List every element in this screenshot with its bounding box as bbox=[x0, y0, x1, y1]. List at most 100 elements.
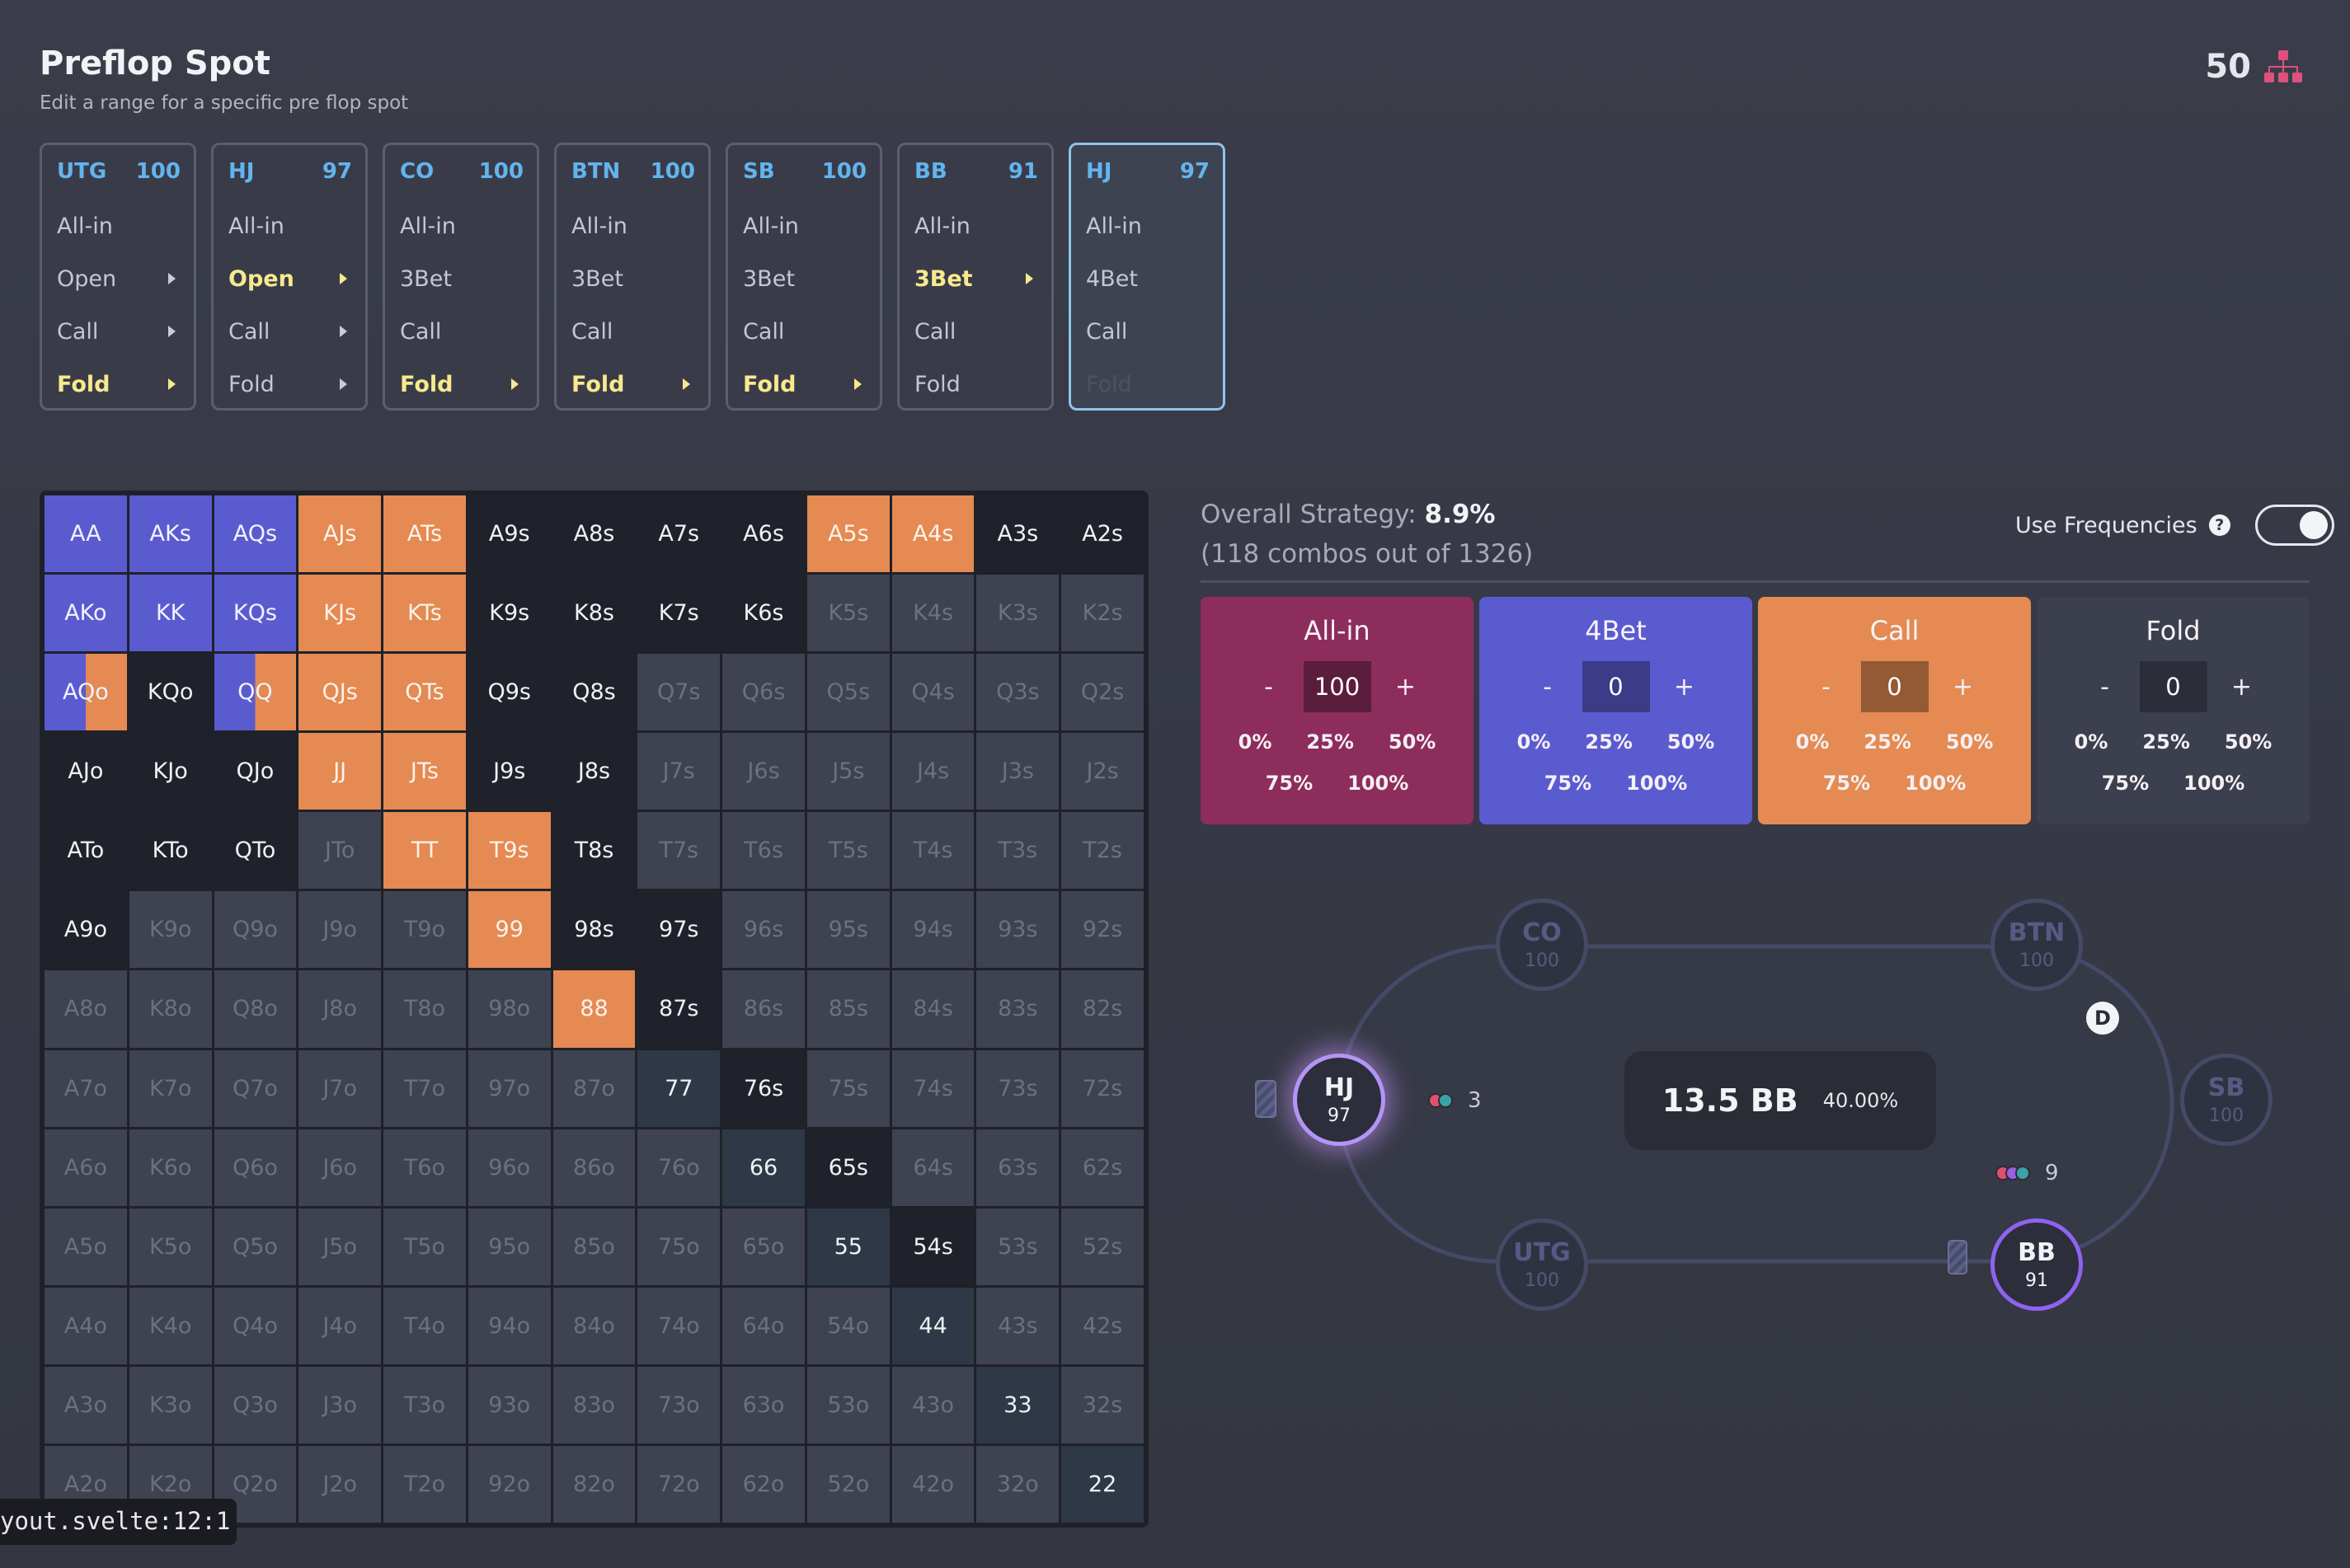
hand-cell-A4o[interactable]: A4o bbox=[45, 1287, 127, 1364]
hand-cell-QQ[interactable]: QQ bbox=[214, 654, 297, 731]
hand-cell-ATo[interactable]: ATo bbox=[45, 812, 127, 890]
spot-action-allin[interactable]: All-in bbox=[1086, 200, 1210, 252]
hand-cell-53s[interactable]: 53s bbox=[976, 1208, 1060, 1285]
spot-action-fold[interactable]: Fold bbox=[743, 358, 867, 411]
spot-action-fold[interactable]: Fold bbox=[1086, 358, 1210, 411]
hand-cell-Q5s[interactable]: Q5s bbox=[806, 654, 890, 731]
decrement-button[interactable]: - bbox=[1264, 672, 1273, 702]
hand-cell-TT[interactable]: TT bbox=[383, 812, 466, 890]
preset-button[interactable]: 100% bbox=[1905, 772, 1967, 795]
seat-co[interactable]: CO 100 bbox=[1496, 899, 1588, 991]
hand-cell-K9s[interactable]: K9s bbox=[468, 575, 551, 652]
preset-button[interactable]: 75% bbox=[1822, 772, 1871, 795]
spot-action-3bet[interactable]: 3Bet bbox=[914, 252, 1038, 305]
hand-cell-K7o[interactable]: K7o bbox=[129, 1049, 212, 1127]
spot-action-3bet[interactable]: 3Bet bbox=[743, 252, 867, 305]
seat-sb[interactable]: SB 100 bbox=[2180, 1054, 2272, 1146]
hand-cell-95o[interactable]: 95o bbox=[468, 1208, 551, 1285]
hand-cell-77[interactable]: 77 bbox=[637, 1049, 721, 1127]
hand-cell-A5o[interactable]: A5o bbox=[45, 1208, 127, 1285]
decrement-button[interactable]: - bbox=[1543, 672, 1552, 702]
hand-cell-K6s[interactable]: K6s bbox=[722, 575, 805, 652]
preset-button[interactable]: 100% bbox=[1347, 772, 1409, 795]
hand-cell-94o[interactable]: 94o bbox=[468, 1287, 551, 1364]
hand-cell-K8o[interactable]: K8o bbox=[129, 970, 212, 1048]
hand-cell-AA[interactable]: AA bbox=[45, 495, 127, 573]
hand-cell-A7s[interactable]: A7s bbox=[637, 495, 721, 573]
hand-cell-83s[interactable]: 83s bbox=[976, 970, 1060, 1048]
spot-action-allin[interactable]: All-in bbox=[914, 200, 1038, 252]
increment-button[interactable]: + bbox=[1673, 672, 1695, 702]
spot-action-call[interactable]: Call bbox=[914, 305, 1038, 358]
hand-cell-83o[interactable]: 83o bbox=[552, 1366, 636, 1444]
hand-cell-K7s[interactable]: K7s bbox=[637, 575, 721, 652]
preset-button[interactable]: 25% bbox=[1306, 730, 1354, 753]
hand-cell-T4s[interactable]: T4s bbox=[891, 812, 975, 890]
hand-cell-95s[interactable]: 95s bbox=[806, 891, 890, 969]
hand-cell-Q8s[interactable]: Q8s bbox=[552, 654, 636, 731]
hand-cell-Q8o[interactable]: Q8o bbox=[214, 970, 297, 1048]
spot-action-open[interactable]: Open bbox=[57, 252, 181, 305]
spot-action-4bet[interactable]: 4Bet bbox=[1086, 252, 1210, 305]
hand-cell-62s[interactable]: 62s bbox=[1061, 1129, 1144, 1206]
hand-cell-87s[interactable]: 87s bbox=[637, 970, 721, 1048]
hand-cell-A8o[interactable]: A8o bbox=[45, 970, 127, 1048]
hand-cell-K5o[interactable]: K5o bbox=[129, 1208, 212, 1285]
hand-cell-Q2s[interactable]: Q2s bbox=[1061, 654, 1144, 731]
hand-cell-96s[interactable]: 96s bbox=[722, 891, 805, 969]
preset-button[interactable]: 50% bbox=[1666, 730, 1715, 753]
action-value-input[interactable]: 0 bbox=[1582, 661, 1650, 712]
hand-cell-T7s[interactable]: T7s bbox=[637, 812, 721, 890]
hand-cell-43o[interactable]: 43o bbox=[891, 1366, 975, 1444]
seat-hj[interactable]: HJ 97 bbox=[1293, 1054, 1385, 1146]
preset-button[interactable]: 75% bbox=[2101, 772, 2150, 795]
hand-cell-KK[interactable]: KK bbox=[129, 575, 212, 652]
hand-cell-72s[interactable]: 72s bbox=[1061, 1049, 1144, 1127]
hand-cell-K9o[interactable]: K9o bbox=[129, 891, 212, 969]
hand-cell-J3o[interactable]: J3o bbox=[298, 1366, 382, 1444]
spot-action-3bet[interactable]: 3Bet bbox=[400, 252, 524, 305]
hand-cell-A5s[interactable]: A5s bbox=[806, 495, 890, 573]
hand-cell-88[interactable]: 88 bbox=[552, 970, 636, 1048]
hand-cell-JTs[interactable]: JTs bbox=[383, 733, 466, 810]
hand-cell-Q9o[interactable]: Q9o bbox=[214, 891, 297, 969]
preset-button[interactable]: 75% bbox=[1544, 772, 1592, 795]
hand-cell-T9s[interactable]: T9s bbox=[468, 812, 551, 890]
hand-cell-84o[interactable]: 84o bbox=[552, 1287, 636, 1364]
decrement-button[interactable]: - bbox=[1821, 672, 1831, 702]
spot-card-btn[interactable]: BTN 100 All-in 3Bet Call Fold bbox=[554, 143, 711, 411]
hand-cell-86o[interactable]: 86o bbox=[552, 1129, 636, 1206]
hand-cell-Q4s[interactable]: Q4s bbox=[891, 654, 975, 731]
hand-cell-55[interactable]: 55 bbox=[806, 1208, 890, 1285]
spot-action-allin[interactable]: All-in bbox=[400, 200, 524, 252]
hand-cell-T8s[interactable]: T8s bbox=[552, 812, 636, 890]
hand-cell-44[interactable]: 44 bbox=[891, 1287, 975, 1364]
hand-cell-A3s[interactable]: A3s bbox=[976, 495, 1060, 573]
hand-cell-Q5o[interactable]: Q5o bbox=[214, 1208, 297, 1285]
hand-cell-73s[interactable]: 73s bbox=[976, 1049, 1060, 1127]
hand-cell-63s[interactable]: 63s bbox=[976, 1129, 1060, 1206]
hand-cell-Q4o[interactable]: Q4o bbox=[214, 1287, 297, 1364]
hand-cell-JTo[interactable]: JTo bbox=[298, 812, 382, 890]
hand-cell-85s[interactable]: 85s bbox=[806, 970, 890, 1048]
hand-cell-QJs[interactable]: QJs bbox=[298, 654, 382, 731]
spot-action-3bet[interactable]: 3Bet bbox=[571, 252, 695, 305]
action-value-input[interactable]: 0 bbox=[2139, 661, 2207, 712]
hand-cell-76o[interactable]: 76o bbox=[637, 1129, 721, 1206]
hand-cell-JJ[interactable]: JJ bbox=[298, 733, 382, 810]
hand-cell-93s[interactable]: 93s bbox=[976, 891, 1060, 969]
hand-cell-Q9s[interactable]: Q9s bbox=[468, 654, 551, 731]
hand-cell-64o[interactable]: 64o bbox=[722, 1287, 805, 1364]
hand-cell-42s[interactable]: 42s bbox=[1061, 1287, 1144, 1364]
hand-cell-J8o[interactable]: J8o bbox=[298, 970, 382, 1048]
spot-card-hj[interactable]: HJ 97 All-in 4Bet Call Fold bbox=[1069, 143, 1225, 411]
hand-cell-52s[interactable]: 52s bbox=[1061, 1208, 1144, 1285]
hand-cell-K5s[interactable]: K5s bbox=[806, 575, 890, 652]
drag-handle[interactable] bbox=[1948, 1240, 1967, 1275]
hand-cell-92o[interactable]: 92o bbox=[468, 1445, 551, 1523]
hand-cell-T6s[interactable]: T6s bbox=[722, 812, 805, 890]
hand-cell-T8o[interactable]: T8o bbox=[383, 970, 466, 1048]
hand-cell-QTo[interactable]: QTo bbox=[214, 812, 297, 890]
hand-cell-K6o[interactable]: K6o bbox=[129, 1129, 212, 1206]
hand-cell-QJo[interactable]: QJo bbox=[214, 733, 297, 810]
